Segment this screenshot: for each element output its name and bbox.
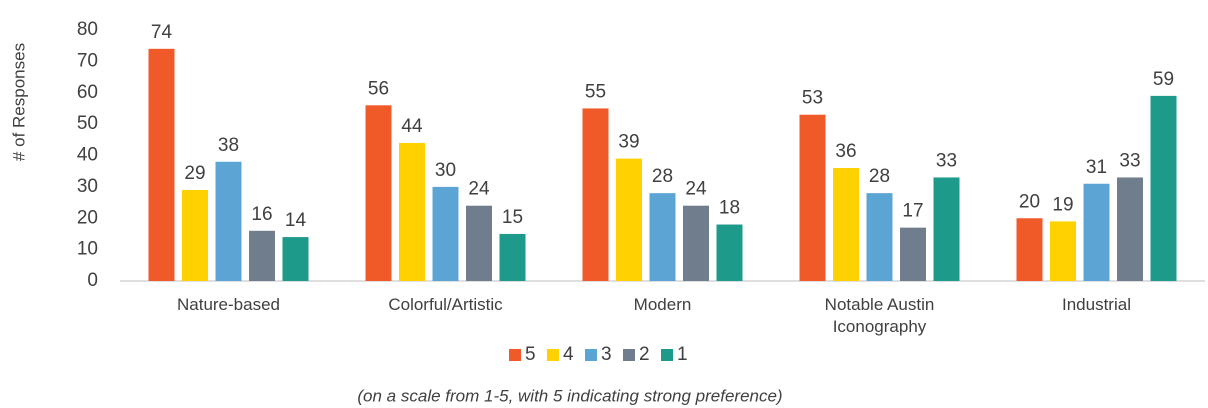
y-tick-label: 80 <box>77 19 98 40</box>
x-tick-label: Modern <box>633 295 692 314</box>
value-label: 28 <box>869 166 890 187</box>
bar <box>432 186 459 281</box>
value-label: 29 <box>184 163 205 184</box>
value-label: 24 <box>468 179 490 200</box>
bar <box>365 105 392 281</box>
value-label: 28 <box>652 166 673 187</box>
legend-label: 1 <box>677 344 688 365</box>
legend-label: 3 <box>601 344 612 365</box>
x-tick-label: Colorful/Artistic <box>388 295 503 314</box>
x-tick-label: Industrial <box>1062 295 1131 314</box>
value-label: 59 <box>1153 69 1174 90</box>
value-label: 44 <box>401 116 423 137</box>
bar <box>582 108 609 281</box>
legend-swatch <box>547 349 559 361</box>
y-tick-label: 0 <box>87 270 98 291</box>
value-label: 14 <box>285 210 307 231</box>
y-tick-label: 30 <box>77 176 98 197</box>
note: (on a scale from 1-5, with 5 indicating … <box>357 386 782 405</box>
bar <box>933 177 960 281</box>
bar <box>1117 177 1143 281</box>
value-label: 56 <box>368 78 389 99</box>
x-tick-label: Nature-based <box>176 295 280 314</box>
legend-swatch <box>509 349 521 361</box>
y-tick-label: 10 <box>77 239 98 260</box>
y-tick-label: 20 <box>77 207 98 228</box>
value-label: 55 <box>585 81 606 102</box>
bar <box>900 227 926 281</box>
value-label: 39 <box>618 132 639 153</box>
bar <box>1150 95 1177 281</box>
bar <box>799 114 826 282</box>
bar <box>866 193 893 281</box>
bar <box>616 158 642 281</box>
legend-swatch <box>661 349 673 361</box>
y-tick-label: 40 <box>77 145 98 166</box>
bar <box>399 142 425 281</box>
value-label: 38 <box>218 135 239 156</box>
y-tick-label: 50 <box>77 113 98 134</box>
y-axis-label: # of Responses <box>9 43 28 161</box>
value-label: 33 <box>936 150 957 171</box>
value-label: 24 <box>685 179 707 200</box>
bar <box>1083 183 1110 281</box>
value-label: 20 <box>1019 191 1040 212</box>
legend-swatch <box>585 349 597 361</box>
x-tick-label: Notable Austin Iconography <box>824 295 935 336</box>
y-tick-label: 60 <box>77 82 98 103</box>
value-label: 16 <box>251 204 272 225</box>
value-label: 17 <box>902 201 923 222</box>
value-label: 31 <box>1086 157 1107 178</box>
bar <box>466 205 492 281</box>
bar <box>215 161 242 281</box>
bar <box>833 168 859 281</box>
bar <box>249 230 275 281</box>
value-label: 53 <box>802 88 823 109</box>
bar <box>182 190 208 281</box>
value-label: 33 <box>1119 150 1140 171</box>
bar <box>649 193 676 281</box>
legend-label: 2 <box>639 344 650 365</box>
bar <box>148 48 175 282</box>
value-label: 74 <box>151 22 173 43</box>
legend-label: 4 <box>563 344 574 365</box>
value-label: 30 <box>435 160 456 181</box>
bar <box>499 233 526 281</box>
legend-swatch <box>623 349 635 361</box>
value-label: 19 <box>1052 194 1073 215</box>
bar <box>716 224 743 281</box>
y-tick-label: 70 <box>77 50 98 71</box>
bar <box>1050 221 1076 281</box>
legend-label: 5 <box>525 344 536 365</box>
bar <box>282 237 309 281</box>
bar <box>683 205 709 281</box>
value-label: 18 <box>719 198 740 219</box>
bar <box>1016 218 1043 281</box>
value-label: 36 <box>835 141 856 162</box>
value-label: 15 <box>502 207 523 228</box>
